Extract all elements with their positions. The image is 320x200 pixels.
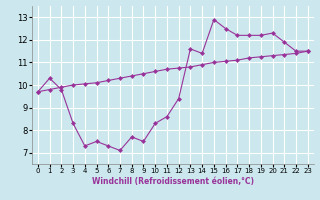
X-axis label: Windchill (Refroidissement éolien,°C): Windchill (Refroidissement éolien,°C) xyxy=(92,177,254,186)
